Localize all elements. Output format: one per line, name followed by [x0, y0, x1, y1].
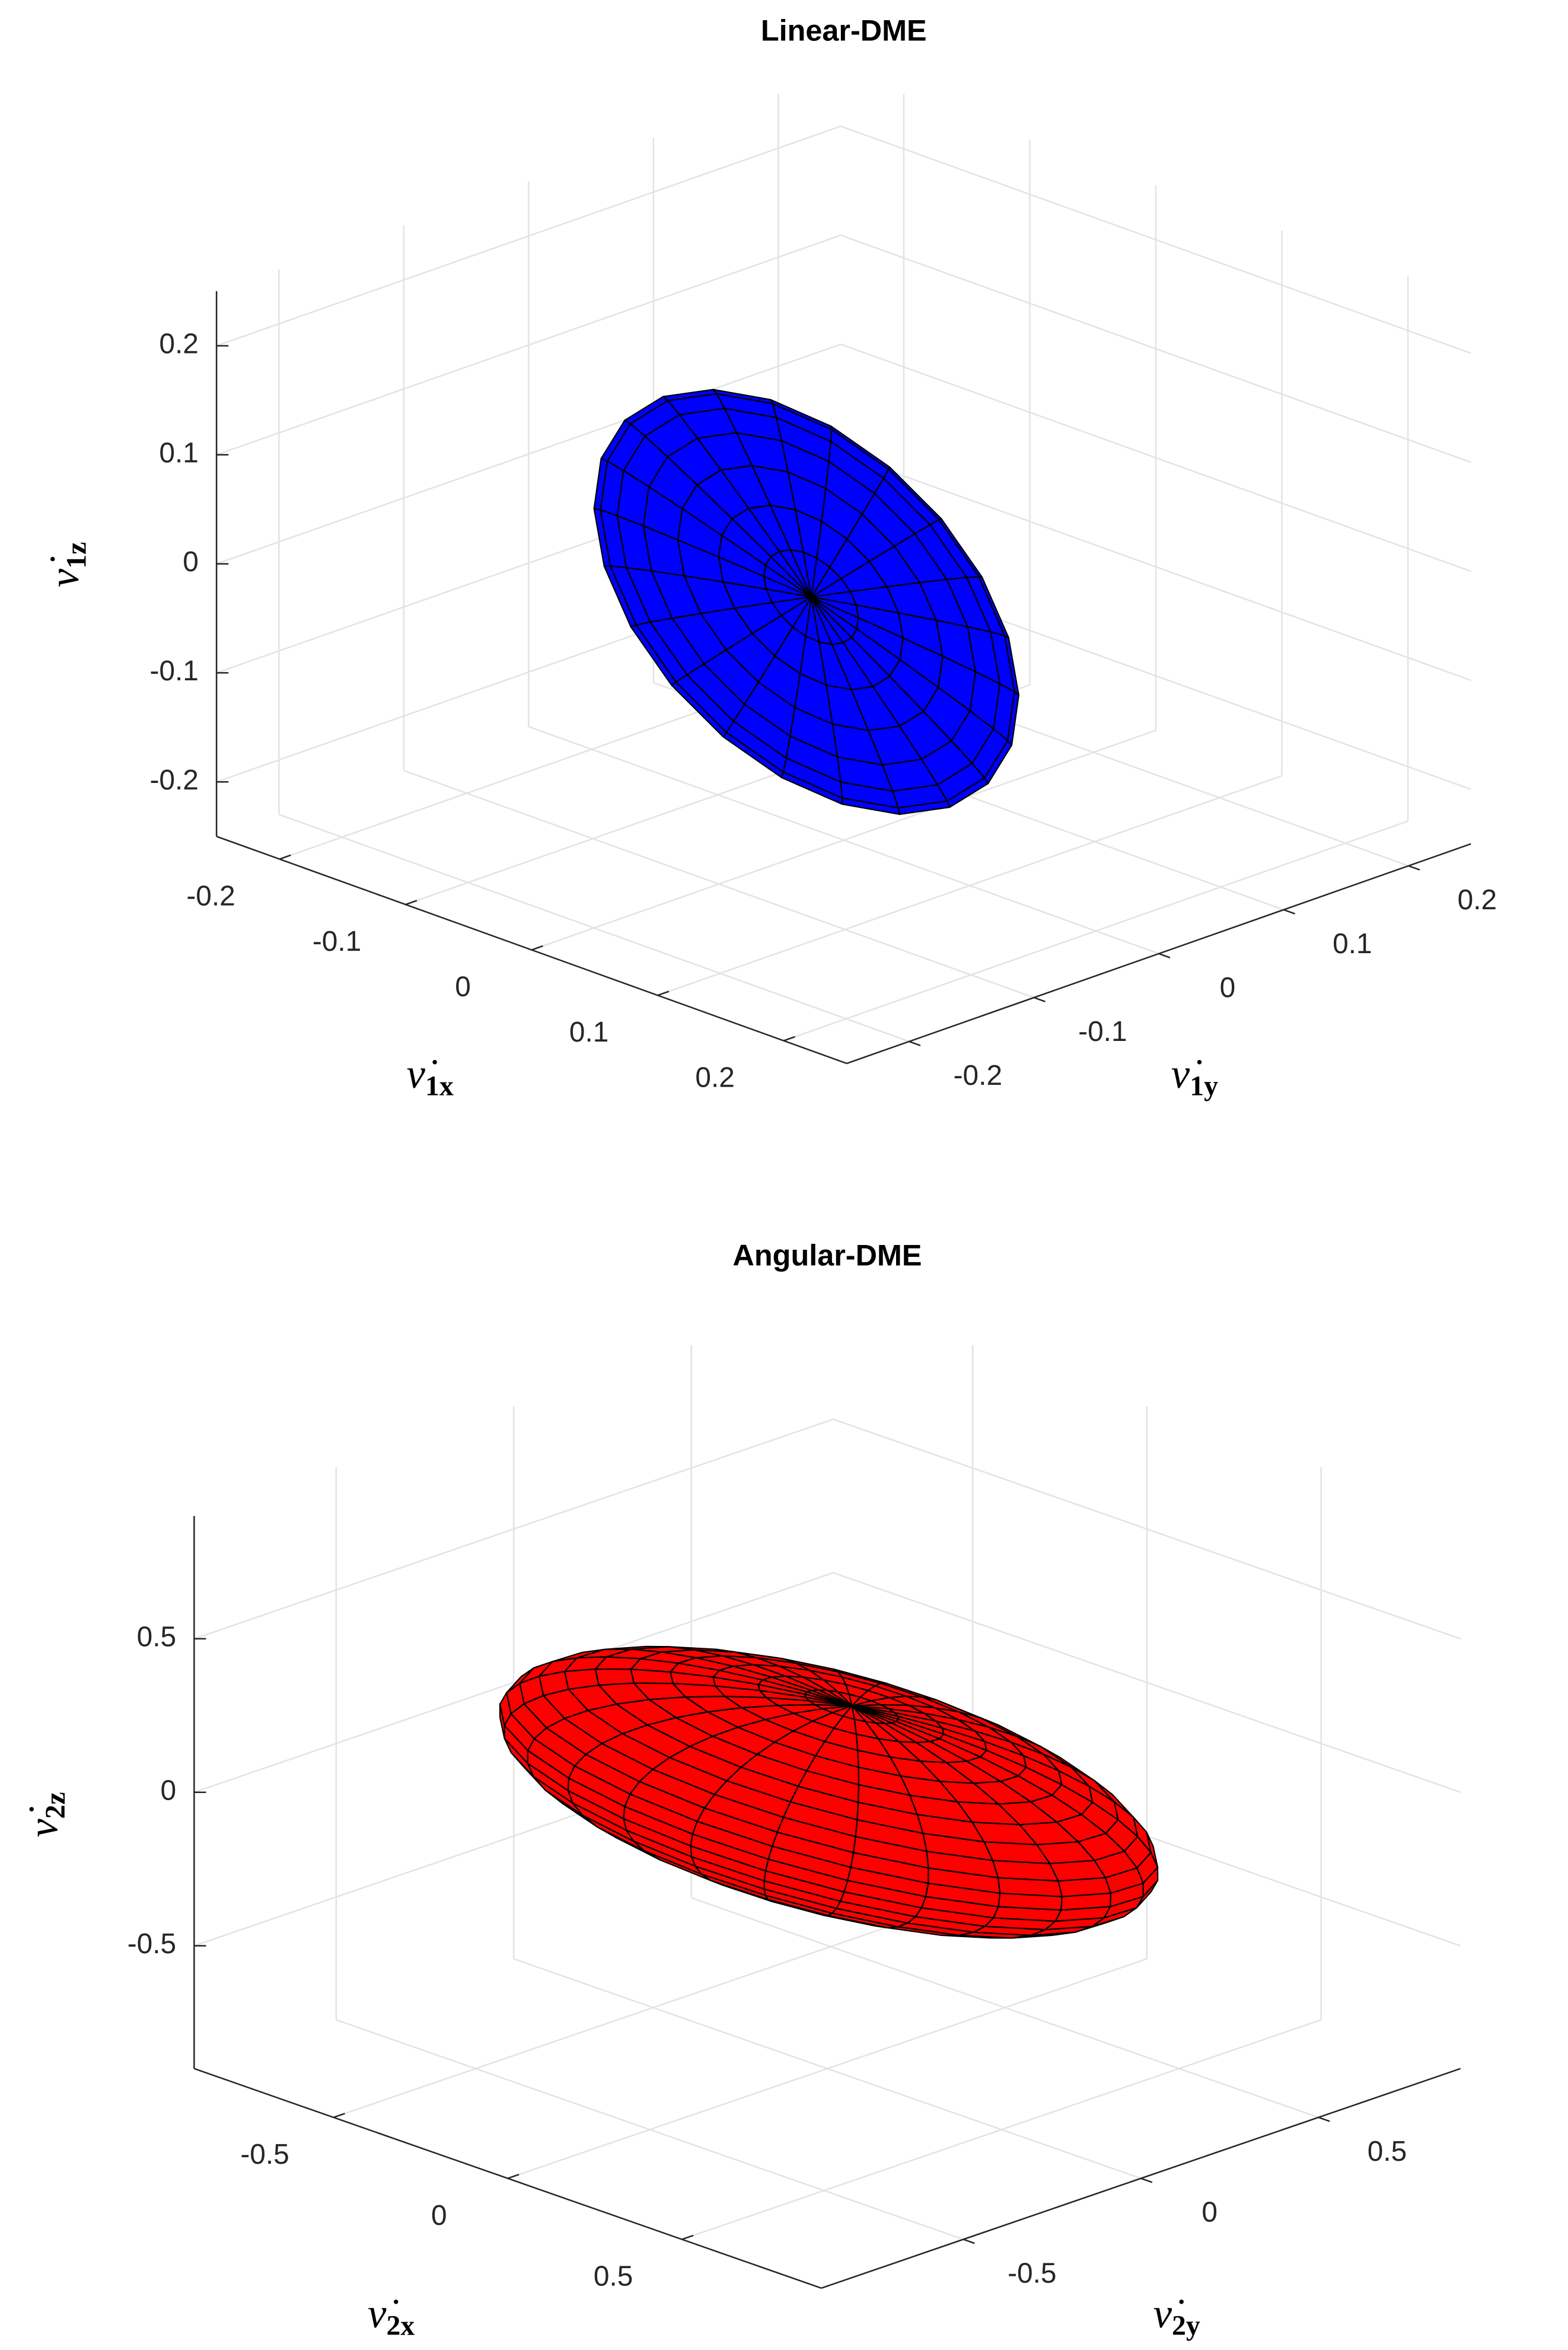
tick-mark	[783, 1036, 795, 1042]
tick-mark	[333, 2113, 345, 2119]
tick-mark	[531, 945, 543, 951]
grid-line	[840, 125, 1471, 354]
label-subscript: 1y	[1190, 1071, 1218, 1102]
grid-line	[336, 2019, 964, 2240]
grid-line	[278, 813, 910, 1043]
tick-mark	[1318, 2116, 1330, 2122]
grid-line	[840, 234, 1471, 463]
y-tick-label: 0.2	[1458, 884, 1497, 916]
y-tick-label: 0.5	[1368, 2136, 1407, 2167]
z-tick-label: 0	[161, 1775, 177, 1806]
surface-patch	[630, 1668, 674, 1685]
grid-line	[833, 1572, 1461, 1793]
x-tick-label: 0	[431, 2200, 447, 2231]
z-tick-label: 0.5	[137, 1622, 177, 1653]
grid-line	[691, 1897, 1319, 2119]
grid-line	[216, 234, 842, 456]
label-subscript: 1z	[60, 542, 92, 569]
x-tick-label: -0.2	[186, 881, 235, 912]
x-axis-label: ν̇1x	[407, 1051, 454, 1101]
y-tick-label: -0.1	[1078, 1016, 1127, 1047]
grid-line	[833, 1418, 1461, 1640]
tick-mark	[507, 2173, 520, 2179]
x-tick-label: -0.1	[313, 926, 361, 957]
grid-line	[403, 769, 1034, 999]
grid-line	[193, 1418, 834, 1640]
tick-mark	[681, 2234, 694, 2240]
y-tick-label: 0	[1220, 972, 1236, 1004]
surface-patch	[594, 1668, 635, 1686]
z-tick-label: -0.5	[128, 1928, 176, 1960]
tick-mark	[1158, 953, 1171, 959]
tick-mark	[909, 1040, 921, 1046]
x-tick-label: -0.5	[240, 2139, 289, 2170]
grid-line	[216, 125, 842, 347]
x-tick-label: 0	[455, 972, 471, 1003]
tick-mark	[279, 854, 291, 860]
grid-line	[528, 725, 1159, 955]
grid-line	[216, 343, 842, 565]
z-tick-label: 0.2	[159, 329, 199, 360]
surface-patch	[686, 663, 745, 722]
tick-mark	[963, 2238, 975, 2244]
z-tick-label: 0	[183, 546, 199, 578]
y-tick-label: 0.1	[1333, 928, 1372, 960]
z-tick-label: 0.1	[159, 437, 199, 469]
label-subscript: 2z	[40, 1792, 71, 1819]
x-tick-label: 0.2	[695, 1062, 735, 1094]
y-tick-label: -0.2	[954, 1060, 1002, 1091]
chart-title: Angular-DME	[733, 1238, 922, 1272]
grid-line	[513, 1958, 1142, 2179]
z-tick-label: -0.2	[149, 765, 198, 796]
surface-patch	[782, 1801, 858, 1838]
x-tick-label: 0.5	[594, 2261, 633, 2292]
label-subscript: 2y	[1172, 2310, 1200, 2342]
y-tick-label: 0	[1202, 2197, 1218, 2228]
chart-title: Linear-DME	[761, 14, 927, 47]
grid-line	[840, 453, 1471, 682]
tick-mark	[1408, 865, 1420, 871]
z-tick-label: -0.1	[149, 655, 198, 687]
y-tick-label: -0.5	[1008, 2258, 1056, 2290]
x-tick-label: 0.1	[569, 1017, 609, 1048]
tick-mark	[405, 900, 418, 906]
tick-mark	[657, 991, 670, 996]
tick-mark	[1034, 996, 1046, 1002]
label-subscript: 1x	[425, 1071, 454, 1102]
tick-mark	[1140, 2177, 1153, 2183]
grid-line	[840, 343, 1471, 572]
label-subscript: 2x	[386, 2310, 415, 2342]
grid-line	[193, 1572, 834, 1793]
tick-mark	[1283, 909, 1295, 915]
